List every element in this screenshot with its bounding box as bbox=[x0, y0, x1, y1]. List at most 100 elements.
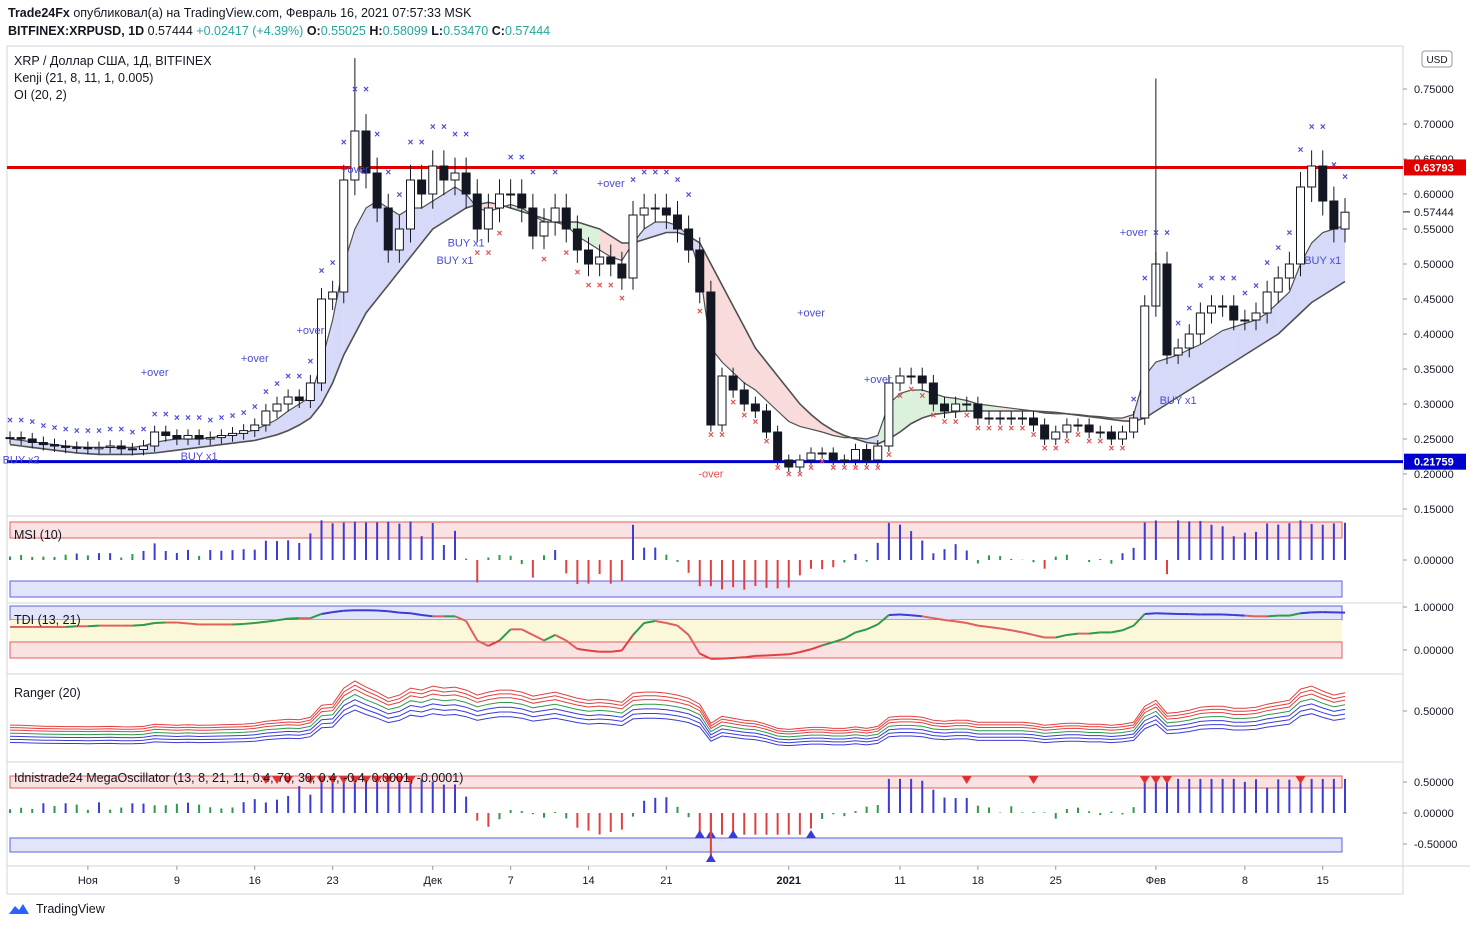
kenji-fill-segment bbox=[900, 390, 912, 432]
candle-body bbox=[1017, 417, 1027, 420]
tdi-line-segment bbox=[87, 624, 100, 628]
candle-body bbox=[61, 445, 71, 448]
kenji-fill-segment bbox=[1244, 320, 1256, 355]
time-tick-label: 11 bbox=[894, 875, 905, 887]
candle-body bbox=[728, 375, 738, 391]
mega-buy-triangle bbox=[728, 830, 739, 838]
candle-body bbox=[984, 417, 994, 420]
candle-body bbox=[139, 445, 148, 450]
kenji-fill-segment bbox=[588, 225, 600, 250]
tdi-line-segment bbox=[521, 628, 534, 636]
mega-label[interactable]: Idnistrade24 MegaOscillator (13, 8, 21, … bbox=[14, 771, 463, 785]
signal-cross-up: × bbox=[7, 415, 13, 426]
tdi-line-segment bbox=[666, 621, 678, 627]
candle-body bbox=[1118, 431, 1127, 440]
tdi-line-segment bbox=[877, 614, 890, 626]
buy-x1-label: BUY x1 bbox=[448, 238, 485, 250]
tdi-line-segment bbox=[655, 619, 667, 624]
time-tick-label: Ноя bbox=[78, 875, 98, 887]
symbol-line: BITFINEX:XRPUSD, 1D 0.57444 +0.02417 (+4… bbox=[8, 24, 551, 38]
candle-body bbox=[417, 179, 427, 195]
ranger-line bbox=[9, 684, 1346, 733]
signal-cross-up: × bbox=[63, 425, 69, 436]
tdi-line-segment bbox=[866, 623, 879, 631]
tdi-line-segment bbox=[899, 613, 912, 617]
signal-cross-up: × bbox=[1275, 243, 1281, 254]
signal-cross-down: × bbox=[474, 248, 480, 259]
signal-cross-down: × bbox=[819, 456, 825, 467]
tdi-line-segment bbox=[843, 631, 856, 640]
time-tick-label: Фев bbox=[1146, 875, 1166, 887]
msi-label[interactable]: MSI (10) bbox=[14, 528, 62, 542]
kenji-fill-segment bbox=[199, 437, 211, 448]
signal-cross-down: × bbox=[708, 430, 714, 441]
tdi-line-segment bbox=[1122, 624, 1135, 632]
mega-sell-triangle bbox=[394, 776, 405, 784]
candle-body bbox=[506, 193, 516, 196]
mega-sell-triangle bbox=[1139, 776, 1150, 784]
msi-upper-zone bbox=[9, 521, 1343, 539]
tdi-lower-zone bbox=[9, 641, 1343, 659]
legend-kenji[interactable]: Kenji (21, 8, 11, 1, 0.005) bbox=[14, 71, 153, 85]
signal-cross-up: × bbox=[319, 266, 325, 277]
signal-cross-up: × bbox=[1142, 273, 1148, 284]
candle-body bbox=[472, 193, 482, 230]
kenji-fill-segment bbox=[1000, 406, 1012, 411]
kenji-fill-segment bbox=[788, 390, 800, 427]
signal-cross-down: × bbox=[797, 469, 803, 480]
kenji-fill-segment bbox=[911, 390, 923, 424]
price-tick-label: 0.15000 bbox=[1414, 504, 1454, 516]
tdi-line-segment bbox=[321, 611, 333, 615]
footer-brand[interactable]: TradingView bbox=[36, 902, 105, 916]
ranger-line bbox=[9, 704, 1346, 744]
kenji-fill-segment bbox=[1200, 337, 1212, 383]
tdi-line-segment bbox=[276, 617, 289, 622]
kenji-fill-segment bbox=[299, 397, 311, 425]
candle-body bbox=[784, 459, 794, 468]
tdi-line-segment bbox=[821, 641, 834, 647]
signal-cross-down: × bbox=[997, 424, 1003, 435]
chart-frame bbox=[6, 45, 1470, 895]
signal-cross-up: × bbox=[341, 137, 347, 148]
signal-cross-up: × bbox=[74, 426, 80, 437]
time-tick-label: Дек bbox=[424, 875, 443, 887]
candle-body bbox=[50, 444, 59, 447]
candle-body bbox=[951, 403, 961, 412]
currency-badge[interactable]: USD bbox=[1421, 50, 1453, 68]
candle-body bbox=[294, 396, 304, 401]
tdi-label[interactable]: TDI (13, 21) bbox=[14, 613, 81, 627]
legend-oi[interactable]: OI (20, 2) bbox=[14, 88, 67, 102]
kenji-fill-segment bbox=[1178, 349, 1190, 397]
time-tick-label: 15 bbox=[1317, 875, 1329, 887]
ranger-label[interactable]: Ranger (20) bbox=[14, 686, 81, 700]
open-value: 0.55025 bbox=[320, 24, 366, 38]
msi-tick-label: 0.00000 bbox=[1414, 555, 1454, 567]
candle-body bbox=[250, 424, 260, 432]
signal-cross-up: × bbox=[241, 408, 247, 419]
signal-cross-up: × bbox=[1253, 281, 1259, 292]
over-up-label: +over bbox=[797, 308, 825, 320]
signal-cross-down: × bbox=[864, 463, 870, 474]
signal-cross-up: × bbox=[686, 190, 692, 201]
signal-cross-up: × bbox=[285, 372, 291, 383]
signal-cross-up: × bbox=[552, 168, 558, 179]
signal-cross-down: × bbox=[764, 437, 770, 448]
candle-body bbox=[628, 214, 638, 279]
signal-markers: × × × × × × × × × × × × × × × × × × × × × × × × × × × × × × × × × × × × × × × ×… bbox=[3, 84, 1349, 480]
kenji-fill-segment bbox=[354, 208, 366, 334]
tradingview-logo-icon bbox=[9, 904, 29, 914]
msi-panel bbox=[9, 520, 1346, 598]
candle-body bbox=[828, 452, 838, 461]
candle-body bbox=[1084, 424, 1094, 433]
publisher-name[interactable]: Trade24Fx bbox=[8, 6, 70, 20]
signal-cross-down: × bbox=[1120, 443, 1126, 454]
ranger-line bbox=[9, 699, 1346, 741]
price-tick-label: 0.50000 bbox=[1414, 259, 1454, 271]
signal-cross-down: × bbox=[1031, 430, 1037, 441]
tdi-line-segment bbox=[832, 637, 845, 644]
signal-cross-up: × bbox=[1164, 228, 1170, 239]
signal-cross-down: × bbox=[1108, 443, 1114, 454]
signal-cross-up: × bbox=[385, 168, 391, 179]
signal-cross-up: × bbox=[218, 413, 224, 424]
candle-body bbox=[940, 403, 949, 412]
